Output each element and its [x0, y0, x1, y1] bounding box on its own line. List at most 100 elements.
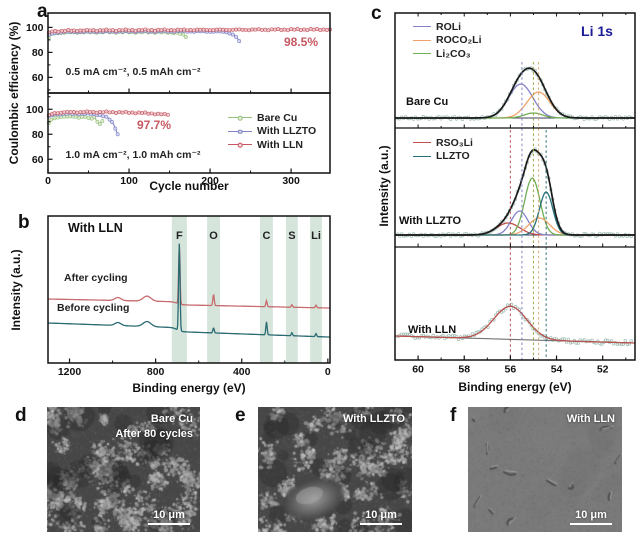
sem-texture-f	[468, 407, 622, 532]
legend-item-roli: ROLi	[413, 20, 482, 34]
panel-b-xlabel: Binding energy (eV)	[132, 381, 246, 395]
data-marker	[143, 27, 148, 32]
legend-marker	[228, 129, 252, 135]
tick-label: 300	[282, 175, 300, 187]
data-marker	[104, 114, 109, 119]
legend-marker	[228, 115, 252, 121]
data-marker	[240, 27, 245, 32]
data-marker	[247, 28, 251, 33]
sem-d-label-line2: After 80 cycles	[115, 427, 193, 440]
data-marker	[266, 28, 271, 33]
tick-label: 100	[120, 175, 138, 187]
data-marker	[165, 28, 170, 33]
data-marker	[56, 29, 61, 34]
sem-e-label-line1: With LLZTO	[342, 413, 405, 425]
data-marker	[234, 27, 238, 32]
sem-e-scalebar: 10 μm	[360, 508, 402, 525]
data-marker	[181, 32, 186, 37]
data-marker	[115, 132, 120, 137]
tick-label: S	[288, 230, 295, 242]
data-marker	[279, 28, 284, 32]
panel-label-c: c	[371, 3, 382, 24]
data-marker	[104, 109, 109, 114]
panel-c-xlabel: Binding energy (eV)	[458, 380, 572, 394]
data-marker	[94, 110, 99, 115]
data-marker	[250, 27, 255, 32]
panel-b-ylabel: Intensity (a.u.)	[9, 249, 23, 331]
data-marker	[78, 28, 83, 33]
data-marker	[188, 28, 193, 32]
data-marker	[65, 109, 70, 114]
sem-e-scale-text: 10 μm	[365, 508, 397, 521]
data-marker	[120, 28, 125, 33]
data-marker	[253, 27, 258, 32]
data-marker	[114, 111, 119, 115]
data-marker	[159, 112, 164, 117]
tick-label: F	[176, 230, 183, 242]
data-marker	[146, 111, 151, 116]
data-marker	[162, 27, 167, 32]
data-marker	[272, 27, 277, 32]
data-marker	[230, 27, 235, 32]
panel-a-xlabel: Cycle number	[149, 179, 229, 193]
tick-label: 52	[597, 364, 609, 376]
data-marker	[292, 27, 297, 32]
tick-label: 800	[147, 366, 165, 378]
data-marker	[63, 29, 67, 33]
panel-label-e: e	[235, 405, 246, 426]
data-marker	[100, 119, 105, 124]
legend-label: ROCO₂Li	[436, 34, 482, 46]
panel-b-title: With LLN	[68, 221, 123, 235]
data-marker	[80, 114, 84, 119]
data-marker	[133, 28, 138, 33]
data-marker	[175, 27, 180, 32]
data-marker	[123, 27, 128, 32]
legend-marker	[413, 39, 431, 41]
data-marker	[104, 27, 109, 32]
tick-label: C	[263, 230, 271, 242]
legend-item-bare-cu: Bare Cu	[228, 111, 316, 125]
tick-label: 54	[551, 364, 563, 376]
data-marker	[269, 27, 274, 32]
data-marker	[133, 111, 138, 116]
sem-d-labels: Bare Cu After 80 cycles	[115, 412, 193, 442]
data-marker	[107, 110, 112, 115]
sem-e-labels: With LLZTO	[343, 412, 405, 427]
tick-label: 0	[325, 366, 331, 378]
data-marker	[285, 28, 290, 33]
data-marker	[140, 28, 144, 33]
data-marker	[78, 110, 83, 115]
data-marker	[123, 109, 128, 114]
panel-a-legend: Bare Cu With LLZTO With LLN	[228, 111, 316, 152]
legend-item-li₂co₃: Li₂CO₃	[413, 47, 482, 61]
envelope-fit	[395, 67, 635, 119]
sem-f-scale-line	[570, 522, 612, 525]
element-band-F	[171, 216, 187, 363]
data-marker	[84, 27, 89, 32]
data-marker	[88, 110, 93, 115]
panel-a-ylabel: Coulombic efficiency (%)	[7, 21, 21, 165]
tick-label: 400	[233, 366, 251, 378]
data-marker	[165, 112, 170, 117]
efficiency-value-top: 98.5%	[283, 35, 319, 49]
c-panel1-label: Bare Cu	[406, 96, 449, 108]
data-marker	[305, 28, 310, 33]
data-marker	[71, 28, 76, 33]
legend-label: RSO₃Li	[436, 136, 473, 149]
data-marker	[143, 110, 148, 115]
tick-label: 56	[505, 364, 517, 376]
xps-scatter-point	[629, 339, 633, 343]
legend-item-roco₂li: ROCO₂Li	[413, 34, 482, 48]
data-marker	[110, 120, 114, 124]
data-marker	[97, 28, 102, 33]
data-marker	[130, 110, 135, 115]
data-marker	[324, 28, 329, 32]
tick-label: 80	[32, 129, 44, 141]
c-panel2-legend: RSO₃Li LLZTO	[413, 136, 473, 163]
tick-label: O	[209, 230, 218, 242]
data-marker	[127, 110, 131, 115]
condition-label-05: 0.5 mA cm⁻², 0.5 mAh cm⁻²	[65, 66, 201, 78]
data-marker	[101, 110, 106, 115]
data-marker	[88, 28, 93, 33]
